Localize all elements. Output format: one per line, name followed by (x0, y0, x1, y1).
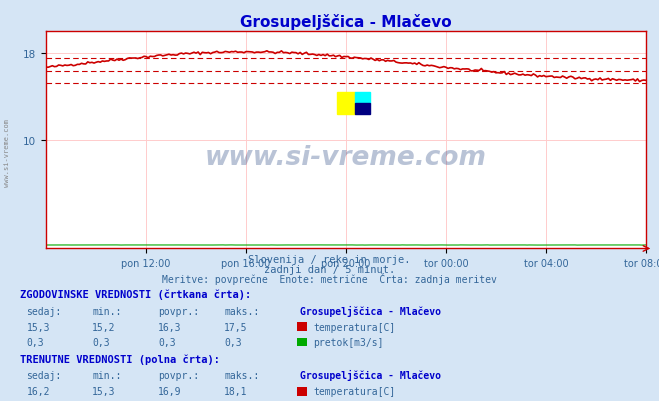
Text: 17,5: 17,5 (224, 322, 248, 332)
Text: temperatura[C]: temperatura[C] (313, 387, 395, 396)
Text: min.:: min.: (92, 306, 122, 316)
Title: Grosupeljščica - Mlačevo: Grosupeljščica - Mlačevo (240, 14, 452, 30)
Text: maks.:: maks.: (224, 306, 259, 316)
Text: Grosupeljščica - Mlačevo: Grosupeljščica - Mlačevo (300, 369, 441, 380)
Text: 16,3: 16,3 (158, 322, 182, 332)
Text: 0,3: 0,3 (158, 337, 176, 347)
Text: zadnji dan / 5 minut.: zadnji dan / 5 minut. (264, 265, 395, 275)
Text: TRENUTNE VREDNOSTI (polna črta):: TRENUTNE VREDNOSTI (polna črta): (20, 353, 219, 364)
Text: Meritve: povprečne  Enote: metrične  Črta: zadnja meritev: Meritve: povprečne Enote: metrične Črta:… (162, 273, 497, 285)
Bar (337, 93, 355, 114)
Text: pretok[m3/s]: pretok[m3/s] (313, 337, 384, 347)
Text: temperatura[C]: temperatura[C] (313, 322, 395, 332)
Text: 0,3: 0,3 (224, 337, 242, 347)
Text: sedaj:: sedaj: (26, 306, 61, 316)
Text: 0,3: 0,3 (92, 337, 110, 347)
Text: Slovenija / reke in morje.: Slovenija / reke in morje. (248, 255, 411, 265)
Bar (355, 103, 370, 114)
Text: 16,9: 16,9 (158, 387, 182, 396)
Text: 18,1: 18,1 (224, 387, 248, 396)
Text: sedaj:: sedaj: (26, 370, 61, 380)
Text: 15,2: 15,2 (92, 322, 116, 332)
Text: 15,3: 15,3 (26, 322, 50, 332)
Text: 15,3: 15,3 (92, 387, 116, 396)
Text: www.si-vreme.com: www.si-vreme.com (3, 118, 10, 186)
Text: min.:: min.: (92, 370, 122, 380)
Text: povpr.:: povpr.: (158, 370, 199, 380)
Text: povpr.:: povpr.: (158, 306, 199, 316)
Bar (355, 93, 370, 103)
Text: 16,2: 16,2 (26, 387, 50, 396)
Text: maks.:: maks.: (224, 370, 259, 380)
Text: Grosupeljščica - Mlačevo: Grosupeljščica - Mlačevo (300, 305, 441, 316)
Text: ZGODOVINSKE VREDNOSTI (črtkana črta):: ZGODOVINSKE VREDNOSTI (črtkana črta): (20, 289, 251, 300)
Text: www.si-vreme.com: www.si-vreme.com (205, 145, 487, 171)
Text: 0,3: 0,3 (26, 337, 44, 347)
